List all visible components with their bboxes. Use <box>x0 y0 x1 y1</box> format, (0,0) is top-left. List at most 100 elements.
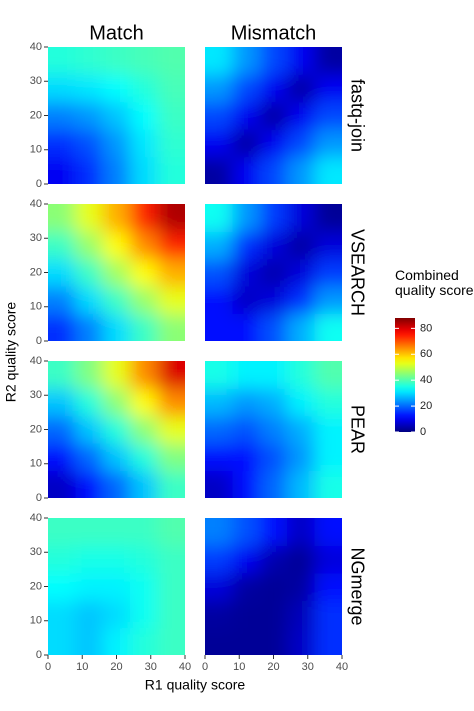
heat-cell <box>205 388 233 417</box>
heat-cell <box>259 156 288 184</box>
heat-cells <box>48 361 185 498</box>
heat-cell <box>130 156 159 184</box>
heat-cell <box>130 443 159 472</box>
heat-cell <box>48 258 76 287</box>
heat-cell <box>259 627 288 655</box>
heat-cell <box>232 443 261 472</box>
y-tick-label: 10 <box>30 144 42 156</box>
heat-cell <box>157 204 185 232</box>
heat-cell <box>157 156 185 184</box>
y-tick-label: 20 <box>30 266 42 278</box>
heat-cell <box>287 101 316 130</box>
heat-cell <box>48 74 76 103</box>
heat-cell <box>130 258 159 287</box>
heat-cell <box>259 286 288 315</box>
heat-cell <box>287 74 316 103</box>
heat-cell <box>287 156 316 184</box>
heat-cell <box>287 286 316 315</box>
heat-cell <box>75 443 104 472</box>
heat-cell <box>157 361 185 389</box>
heat-cells <box>205 47 342 184</box>
y-tick-label: 40 <box>30 198 42 210</box>
heat-cell <box>287 204 316 232</box>
heat-cell <box>130 101 159 130</box>
heat-cell <box>259 204 288 232</box>
row-strip-label: PEAR <box>347 405 367 454</box>
x-tick-label: 10 <box>76 661 88 673</box>
heat-cell <box>48 600 76 629</box>
colorbar-tick-label: 80 <box>420 322 432 334</box>
heat-cell <box>75 258 104 287</box>
heat-cell <box>102 231 131 260</box>
heat-cell <box>102 600 131 629</box>
heat-cell <box>205 101 233 130</box>
heat-cell <box>75 129 104 158</box>
row-strip-label: fastq-join <box>347 79 367 152</box>
heat-cell <box>287 572 316 601</box>
heat-cell <box>130 47 159 75</box>
column-header: Mismatch <box>231 22 317 44</box>
row-strip-label: NGmerge <box>347 547 367 625</box>
heat-cell <box>75 101 104 130</box>
heat-cell <box>314 129 342 158</box>
heat-cell <box>314 600 342 629</box>
y-tick-label: 40 <box>30 41 42 53</box>
heat-cell <box>259 572 288 601</box>
heat-cell <box>102 388 131 417</box>
y-tick-label: 10 <box>30 458 42 470</box>
heat-cell <box>314 572 342 601</box>
heat-cell <box>259 129 288 158</box>
column-header: Match <box>89 22 143 44</box>
heat-cells <box>205 361 342 498</box>
heat-cells <box>48 47 185 184</box>
heat-cell <box>130 204 159 232</box>
heat-cell <box>130 600 159 629</box>
heat-cell <box>157 470 185 498</box>
heat-cell <box>259 600 288 629</box>
heat-cell <box>75 156 104 184</box>
panel <box>48 204 185 341</box>
heat-cell <box>102 572 131 601</box>
heat-cell <box>314 443 342 472</box>
heat-cell <box>157 74 185 103</box>
heat-cell <box>102 361 131 389</box>
heat-cell <box>205 286 233 315</box>
x-tick-label: 0 <box>45 661 51 673</box>
heat-cell <box>259 443 288 472</box>
heat-cell <box>314 627 342 655</box>
panel <box>205 361 342 498</box>
heat-cell <box>232 627 261 655</box>
y-tick-label: 10 <box>30 301 42 313</box>
heat-cell <box>157 231 185 260</box>
heat-cell <box>232 600 261 629</box>
heat-cell <box>75 388 104 417</box>
colorbar-tick-label: 60 <box>420 348 432 360</box>
heat-cell <box>314 470 342 498</box>
heat-cell <box>232 415 261 444</box>
heat-cell <box>205 47 233 75</box>
heat-cell <box>259 518 288 546</box>
heat-cell <box>75 47 104 75</box>
panel <box>205 518 342 655</box>
x-tick-label: 30 <box>302 661 314 673</box>
heat-cell <box>102 313 131 341</box>
heat-cell <box>102 518 131 546</box>
heat-cell <box>205 156 233 184</box>
heat-cell <box>75 518 104 546</box>
heat-cell <box>48 627 76 655</box>
x-tick-label: 10 <box>233 661 245 673</box>
heat-cell <box>205 600 233 629</box>
heat-cell <box>48 388 76 417</box>
heat-cells <box>205 518 342 655</box>
y-tick-label: 10 <box>30 615 42 627</box>
heat-cell <box>287 388 316 417</box>
row-strip-label: VSEARCH <box>347 229 367 316</box>
y-tick-label: 0 <box>36 178 42 190</box>
y-tick-label: 30 <box>30 75 42 87</box>
panel <box>205 47 342 184</box>
heat-cell <box>130 286 159 315</box>
y-tick-label: 0 <box>36 492 42 504</box>
heat-cell <box>314 47 342 75</box>
